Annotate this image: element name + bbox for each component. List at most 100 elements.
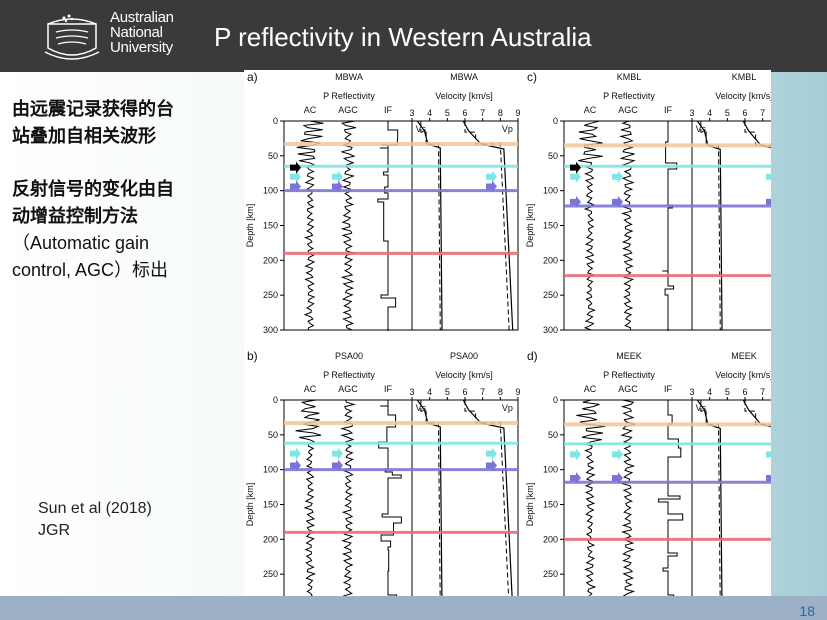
- vs-label: Vs: [416, 124, 427, 134]
- depth-tick-label: 0: [553, 395, 558, 405]
- description-text: 由远震记录获得的台 站叠加自相关波形 反射信号的变化由自 动增益控制方法 （Au…: [12, 96, 238, 284]
- velocity-tick-label: 4: [707, 108, 712, 118]
- vs-reference-profile: [700, 121, 721, 331]
- cyan-arrow-icon: [766, 451, 771, 458]
- velocity-label: Velocity [km/s]: [715, 91, 771, 101]
- station-label: MBWA: [450, 72, 478, 82]
- depth-tick-label: 100: [543, 465, 558, 475]
- velocity-tick-label: 6: [462, 387, 467, 397]
- depth-tick-label: 150: [543, 500, 558, 510]
- purple-arrow-icon: [290, 459, 301, 472]
- slide-title: P reflectivity in Western Australia: [214, 22, 592, 52]
- text-line: 由远震记录获得的台: [12, 99, 174, 119]
- velocity-tick-label: 6: [742, 387, 747, 397]
- depth-tick-label: 150: [543, 221, 558, 231]
- text-line: 动增益控制方法: [12, 206, 138, 226]
- reflectivity-trace: [619, 120, 636, 331]
- cyan-arrow-icon: [290, 170, 301, 183]
- velocity-frame: [411, 120, 519, 331]
- vp-profile: [462, 399, 514, 610]
- vp-profile: [462, 120, 514, 331]
- depth-tick-label: 0: [273, 116, 278, 126]
- trace-label: AC: [304, 384, 317, 394]
- velocity-tick-label: 3: [689, 108, 694, 118]
- reflectivity-frame: [283, 120, 413, 331]
- depth-tick-label: 100: [263, 465, 278, 475]
- vp-profile: [742, 399, 771, 428]
- depth-axis-label: Depth [km]: [245, 483, 255, 527]
- black-arrow-icon: [570, 161, 581, 174]
- velocity-label: Velocity [km/s]: [435, 370, 493, 380]
- velocity-tick-label: 7: [760, 387, 765, 397]
- logo-text: Australian National University: [110, 10, 174, 55]
- station-label: MEEK: [616, 351, 642, 361]
- text-line: （Automatic gain: [12, 233, 150, 253]
- depth-tick-label: 200: [263, 255, 278, 265]
- velocity-tick-label: 4: [427, 108, 432, 118]
- vs-reference-profile: [420, 400, 441, 610]
- velocity-tick-label: 6: [742, 108, 747, 118]
- velocity-frame: [691, 399, 771, 610]
- velocity-tick-label: 3: [689, 387, 694, 397]
- if-trace: [378, 400, 402, 610]
- purple-arrow-icon: [486, 459, 497, 472]
- logo-line: Australian: [110, 9, 174, 26]
- depth-tick-label: 200: [263, 534, 278, 544]
- header-bar: Australian National University P reflect…: [0, 0, 827, 72]
- text-line: 反射信号的变化由自: [12, 179, 174, 199]
- station-label: KMBL: [732, 72, 757, 82]
- figure-canvas: a) MBWA MBWA P Reflectivity Velocity [km/s] A…: [245, 70, 771, 614]
- purple-arrow-icon: [570, 195, 581, 208]
- station-label: PSA00: [450, 351, 478, 361]
- depth-tick-label: 300: [543, 325, 558, 335]
- velocity-tick-label: 5: [725, 387, 730, 397]
- reflectivity-trace: [296, 120, 324, 331]
- reflectivity-trace: [295, 399, 322, 610]
- anu-crest-icon: [44, 14, 100, 60]
- reflectivity-trace: [578, 120, 603, 331]
- vp-reference-profile: [464, 121, 510, 331]
- depth-tick-label: 150: [263, 221, 278, 231]
- depth-tick-label: 0: [553, 116, 558, 126]
- vp-reference-profile: [464, 400, 510, 610]
- depth-tick-label: 150: [263, 500, 278, 510]
- depth-tick-label: 0: [273, 395, 278, 405]
- cyan-arrow-icon: [766, 173, 771, 180]
- text-line: control, AGC）标出: [12, 260, 169, 280]
- purple-arrow-icon: [612, 472, 623, 485]
- velocity-tick-label: 5: [725, 108, 730, 118]
- black-arrow-icon: [290, 161, 301, 174]
- trace-label: AC: [584, 105, 597, 115]
- trace-label: AGC: [338, 384, 358, 394]
- vs-reference-profile: [700, 400, 721, 610]
- page-number: 18: [799, 603, 815, 619]
- vp-label: Vp: [502, 124, 513, 134]
- reflectivity-label: P Reflectivity: [323, 91, 375, 101]
- depth-tick-label: 250: [263, 290, 278, 300]
- depth-tick-label: 200: [543, 534, 558, 544]
- purple-arrow-icon: [766, 198, 771, 205]
- velocity-tick-label: 4: [707, 387, 712, 397]
- station-label: PSA00: [335, 351, 363, 361]
- cyan-arrow-icon: [486, 447, 497, 460]
- cyan-arrow-icon: [612, 448, 623, 461]
- station-label: KMBL: [617, 72, 642, 82]
- text-line: 站叠加自相关波形: [12, 126, 156, 146]
- vp-reference-profile: [744, 121, 771, 146]
- purple-arrow-icon: [570, 472, 581, 485]
- logo-line: University: [110, 39, 173, 56]
- purple-arrow-icon: [766, 475, 771, 482]
- panel-letter: c): [527, 70, 537, 84]
- vp-label: Vp: [502, 403, 513, 413]
- velocity-label: Velocity [km/s]: [715, 370, 771, 380]
- panel-letter: a): [247, 70, 258, 84]
- trace-label: IF: [664, 105, 673, 115]
- velocity-tick-label: 8: [498, 387, 503, 397]
- vs-label: Vs: [696, 403, 707, 413]
- reflectivity-label: P Reflectivity: [603, 91, 655, 101]
- depth-tick-label: 50: [548, 151, 558, 161]
- purple-arrow-icon: [486, 180, 497, 193]
- velocity-frame: [411, 399, 519, 610]
- depth-tick-label: 50: [548, 430, 558, 440]
- cyan-arrow-icon: [570, 448, 581, 461]
